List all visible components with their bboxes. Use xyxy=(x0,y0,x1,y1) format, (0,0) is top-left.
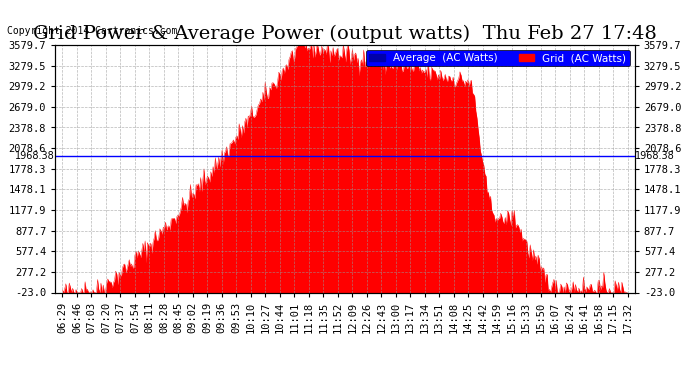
Title: Grid Power & Average Power (output watts)  Thu Feb 27 17:48: Grid Power & Average Power (output watts… xyxy=(33,25,657,44)
Text: Copyright 2014 Cartronics.com: Copyright 2014 Cartronics.com xyxy=(7,26,177,36)
Legend: Average  (AC Watts), Grid  (AC Watts): Average (AC Watts), Grid (AC Watts) xyxy=(366,50,629,66)
Text: 1968.38: 1968.38 xyxy=(15,151,55,161)
Text: 1968.38: 1968.38 xyxy=(635,151,675,161)
